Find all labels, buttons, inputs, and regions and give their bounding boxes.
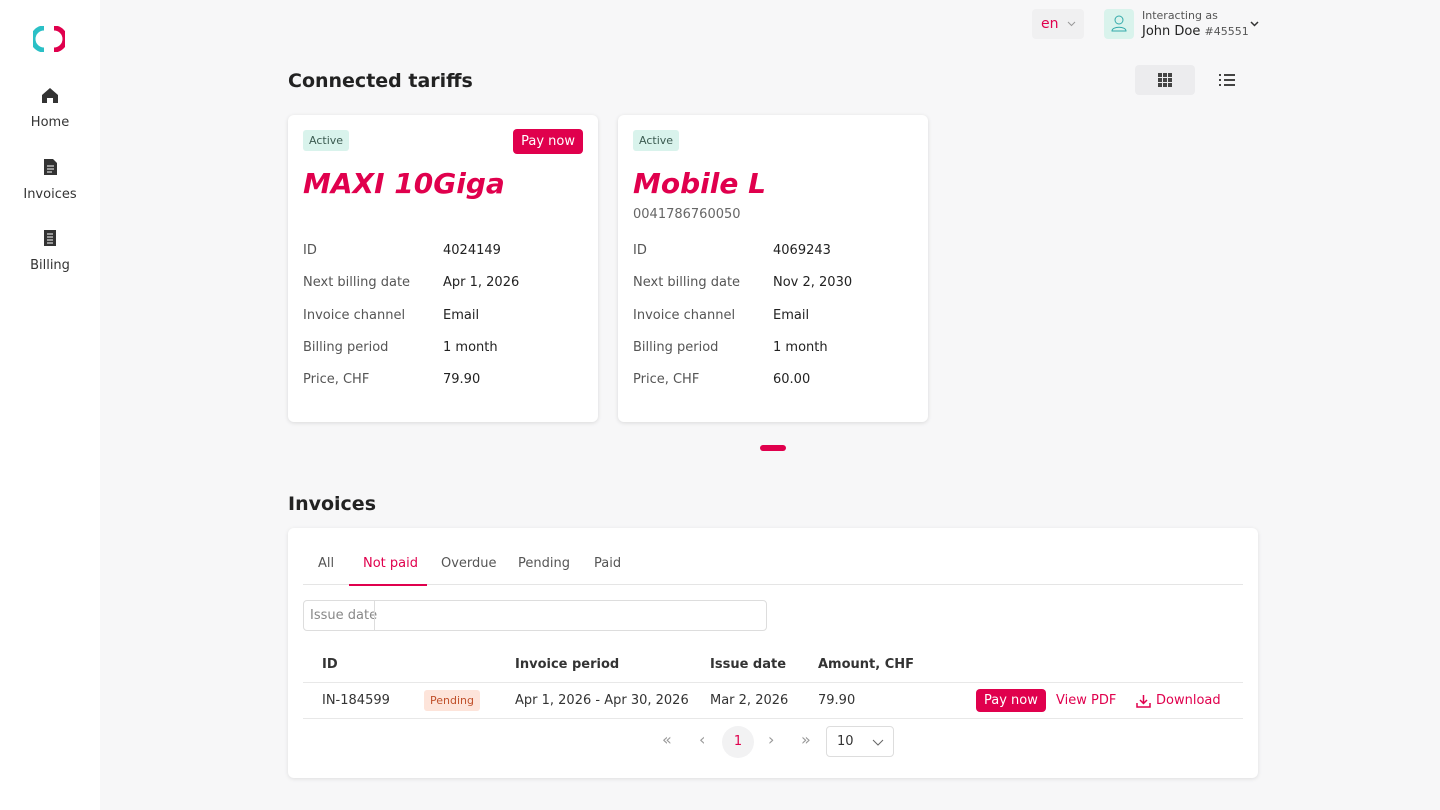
field-value: Apr 1, 2026	[443, 275, 520, 291]
list-view-button[interactable]	[1212, 65, 1242, 95]
tariff-card: Active Pay now MAXI 10Giga ID 4024149 Next bi…	[288, 115, 598, 422]
language-select[interactable]: en	[1032, 9, 1084, 39]
field-value: 60.00	[773, 372, 811, 388]
user-avatar	[1104, 9, 1134, 39]
amount: 79.90	[818, 693, 856, 708]
field-label: Next billing date	[633, 275, 741, 291]
chevron	[1250, 21, 1259, 27]
tariff-name: MAXI 10Giga	[303, 167, 505, 200]
user-menu[interactable]: Interacting as John Doe #45551	[1104, 9, 1264, 41]
issue-date-filter[interactable]: Issue date	[303, 600, 767, 631]
column-header: Amount, CHF	[818, 657, 915, 672]
chevron	[1067, 21, 1076, 27]
sidebar: Home Invoices Billing	[0, 0, 100, 810]
row-action[interactable]: Download	[1136, 693, 1221, 708]
field-label: Billing period	[303, 339, 389, 355]
nav-label: Invoices	[23, 186, 77, 202]
field-label: ID	[633, 243, 647, 258]
pager-button[interactable]: ‹	[699, 730, 706, 749]
status-badge: Pending	[424, 690, 480, 711]
column-header: Invoice period	[515, 657, 620, 672]
field-label: Invoice channel	[303, 307, 406, 323]
tariff-card: Active Mobile L 0041786760050 ID 4069243 Next…	[618, 115, 928, 422]
user-id: #45551	[1204, 25, 1249, 38]
field-value: 79.90	[443, 372, 481, 388]
nav-item[interactable]: Invoices	[0, 157, 100, 202]
carousel-dot[interactable]	[760, 445, 786, 451]
pay-now-button[interactable]: Pay now	[513, 129, 583, 154]
section-title: Invoices	[288, 493, 377, 515]
pager-button[interactable]: «	[662, 730, 672, 749]
user-name: John Doe	[1142, 24, 1201, 39]
column-header: Issue date	[710, 657, 787, 672]
logo	[33, 26, 65, 52]
invoice-id: IN-184599	[322, 693, 390, 708]
current-page[interactable]: 1	[722, 726, 754, 758]
tab-underline	[349, 584, 427, 586]
row-action[interactable]: View PDF	[1056, 693, 1117, 708]
row-action[interactable]: Pay now	[976, 689, 1046, 712]
invoices-panel: Issue date All Not paid Overdue Pending Paid…	[288, 528, 1258, 778]
page-size-select[interactable]: 10	[826, 726, 894, 757]
tariff-number: 0041786760050	[633, 207, 741, 222]
field-value: Email	[773, 307, 810, 323]
field-label: Next billing date	[303, 275, 411, 291]
tab[interactable]: Paid	[594, 556, 622, 571]
field-label: Billing period	[633, 339, 719, 355]
pager-button[interactable]: »	[801, 730, 811, 749]
tab[interactable]: All	[318, 556, 335, 571]
field-value: 4024149	[443, 243, 501, 258]
filter-label: Issue date	[310, 608, 378, 623]
language: en	[1041, 16, 1059, 32]
field-label: Invoice channel	[633, 307, 736, 323]
tab[interactable]: Pending	[518, 556, 570, 571]
user-caption: Interacting as	[1142, 9, 1218, 22]
invoice-period: Apr 1, 2026 - Apr 30, 2026	[515, 693, 689, 708]
field-label: Price, CHF	[303, 372, 370, 388]
field-value: Nov 2, 2030	[773, 275, 853, 291]
field-label: Price, CHF	[633, 372, 700, 388]
field-label: ID	[303, 243, 317, 258]
status-badge: Active	[303, 130, 350, 151]
page-size: 10	[837, 734, 854, 749]
pager-button[interactable]: ›	[768, 730, 775, 749]
field-value: Email	[443, 307, 480, 323]
field-value: 4069243	[773, 243, 831, 258]
field-value: 1 month	[773, 339, 828, 355]
status-badge: Active	[633, 130, 680, 151]
section-title: Connected tariffs	[288, 70, 473, 92]
issue-date: Mar 2, 2026	[710, 693, 789, 708]
nav-item[interactable]: Home	[0, 85, 100, 130]
tariff-name: Mobile L	[633, 167, 766, 200]
tab[interactable]: Overdue	[441, 556, 497, 571]
field-value: 1 month	[443, 339, 498, 355]
grid-view-button[interactable]	[1135, 65, 1195, 95]
tab[interactable]: Not paid	[363, 556, 418, 571]
nav-item[interactable]: Billing	[0, 228, 100, 273]
nav-label: Home	[30, 115, 70, 130]
nav-label: Billing	[30, 258, 70, 273]
column-header: ID	[322, 657, 338, 672]
